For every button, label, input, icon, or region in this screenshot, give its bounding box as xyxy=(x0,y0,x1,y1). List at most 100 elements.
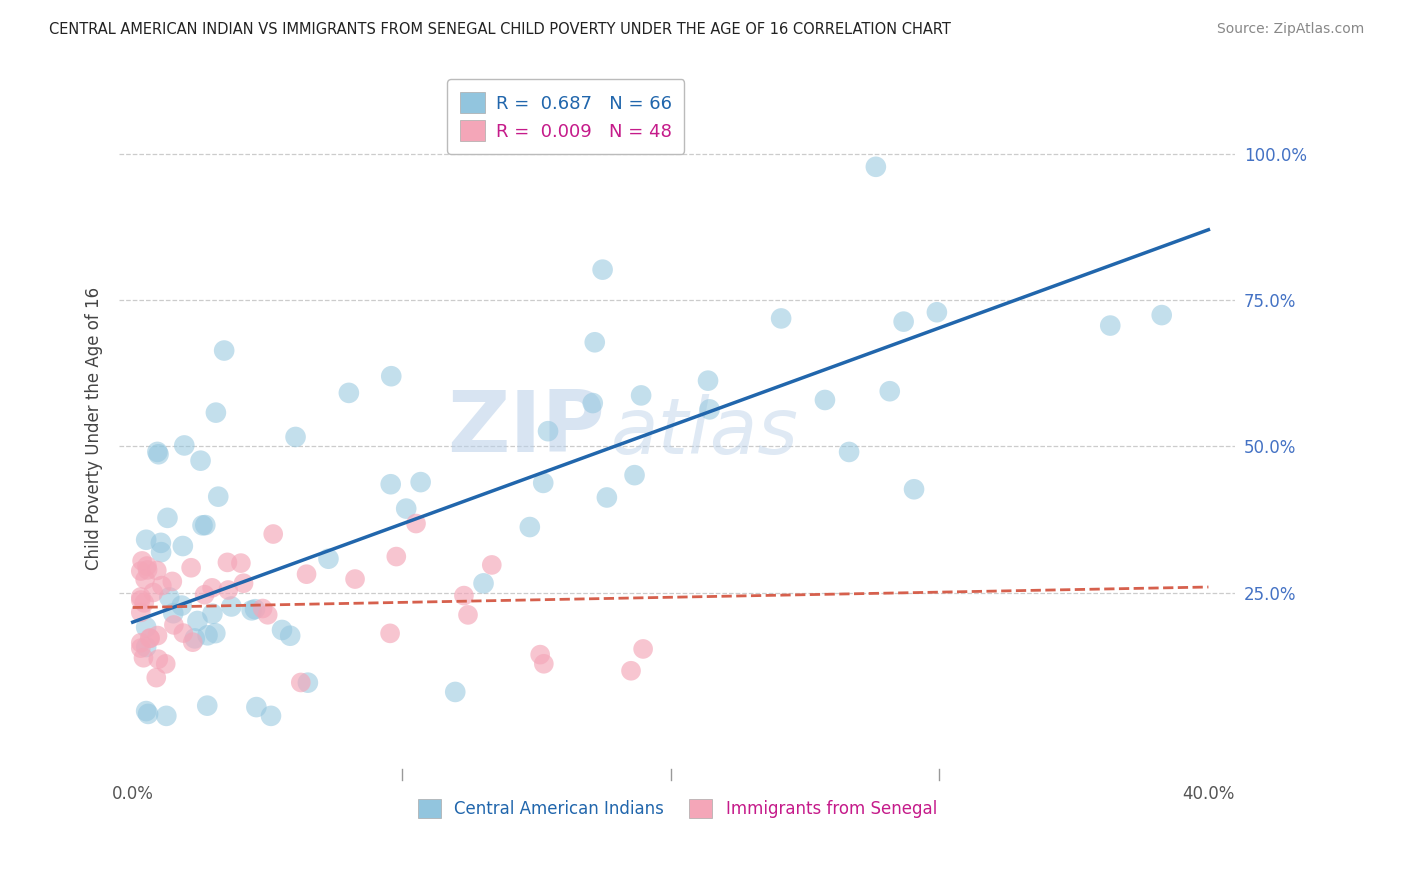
Point xyxy=(630,388,652,402)
Point xyxy=(129,641,152,656)
Point xyxy=(156,511,179,525)
Point xyxy=(240,603,263,617)
Point xyxy=(245,700,267,714)
Point xyxy=(344,572,367,586)
Point xyxy=(135,640,157,654)
Point xyxy=(290,675,312,690)
Point xyxy=(146,629,169,643)
Point xyxy=(131,554,153,568)
Point xyxy=(529,648,551,662)
Point xyxy=(155,657,177,671)
Point xyxy=(150,545,173,559)
Point xyxy=(197,628,219,642)
Point xyxy=(583,335,606,350)
Point xyxy=(129,590,152,604)
Text: CENTRAL AMERICAN INDIAN VS IMMIGRANTS FROM SENEGAL CHILD POVERTY UNDER THE AGE O: CENTRAL AMERICAN INDIAN VS IMMIGRANTS FR… xyxy=(49,22,950,37)
Point xyxy=(217,555,239,569)
Point xyxy=(129,564,152,578)
Point xyxy=(378,626,401,640)
Point xyxy=(155,709,177,723)
Point xyxy=(205,406,228,420)
Point xyxy=(260,709,283,723)
Point xyxy=(195,698,218,713)
Point xyxy=(380,477,402,491)
Point xyxy=(212,343,235,358)
Point xyxy=(201,581,224,595)
Point xyxy=(129,605,152,619)
Point xyxy=(132,650,155,665)
Point xyxy=(136,706,159,721)
Text: Source: ZipAtlas.com: Source: ZipAtlas.com xyxy=(1216,22,1364,37)
Point xyxy=(145,671,167,685)
Point xyxy=(1099,318,1122,333)
Point xyxy=(623,468,645,483)
Point xyxy=(243,602,266,616)
Point xyxy=(699,402,721,417)
Point xyxy=(129,593,152,607)
Legend: Central American Indians, Immigrants from Senegal: Central American Indians, Immigrants fro… xyxy=(411,792,943,825)
Point xyxy=(146,445,169,459)
Point xyxy=(181,635,204,649)
Point xyxy=(531,475,554,490)
Point xyxy=(139,631,162,645)
Point xyxy=(879,384,901,399)
Text: atlas: atlas xyxy=(610,394,799,470)
Point xyxy=(297,675,319,690)
Point xyxy=(136,559,159,574)
Point xyxy=(204,626,226,640)
Point xyxy=(157,591,180,605)
Point xyxy=(146,564,169,578)
Point xyxy=(134,596,156,610)
Point xyxy=(271,623,294,637)
Point xyxy=(620,664,643,678)
Point xyxy=(180,560,202,574)
Point xyxy=(170,599,193,613)
Point xyxy=(163,618,186,632)
Point xyxy=(173,438,195,452)
Point xyxy=(172,626,194,640)
Point xyxy=(596,491,619,505)
Point xyxy=(284,430,307,444)
Point xyxy=(150,579,173,593)
Point xyxy=(893,315,915,329)
Point xyxy=(395,501,418,516)
Point xyxy=(453,589,475,603)
Point xyxy=(295,567,318,582)
Point xyxy=(697,374,720,388)
Point xyxy=(172,539,194,553)
Point xyxy=(814,392,837,407)
Point xyxy=(232,576,254,591)
Point xyxy=(1150,308,1173,322)
Point xyxy=(582,396,605,410)
Point xyxy=(337,385,360,400)
Point xyxy=(135,704,157,718)
Point xyxy=(865,160,887,174)
Point xyxy=(256,607,278,622)
Point xyxy=(278,629,301,643)
Point xyxy=(207,490,229,504)
Point xyxy=(148,447,170,461)
Point xyxy=(318,551,340,566)
Point xyxy=(186,614,208,628)
Point xyxy=(149,536,172,550)
Point xyxy=(519,520,541,534)
Point xyxy=(457,607,479,622)
Point xyxy=(631,642,654,657)
Point xyxy=(162,607,184,621)
Point xyxy=(191,518,214,533)
Point xyxy=(148,652,170,666)
Point xyxy=(194,518,217,533)
Point xyxy=(135,533,157,547)
Point xyxy=(139,632,162,646)
Point xyxy=(405,516,427,531)
Point xyxy=(925,305,948,319)
Point xyxy=(190,453,212,467)
Point xyxy=(162,574,184,589)
Point xyxy=(221,599,243,614)
Point xyxy=(134,573,156,587)
Point xyxy=(481,558,503,572)
Point xyxy=(903,483,925,497)
Point xyxy=(444,685,467,699)
Point xyxy=(409,475,432,489)
Point xyxy=(229,556,252,570)
